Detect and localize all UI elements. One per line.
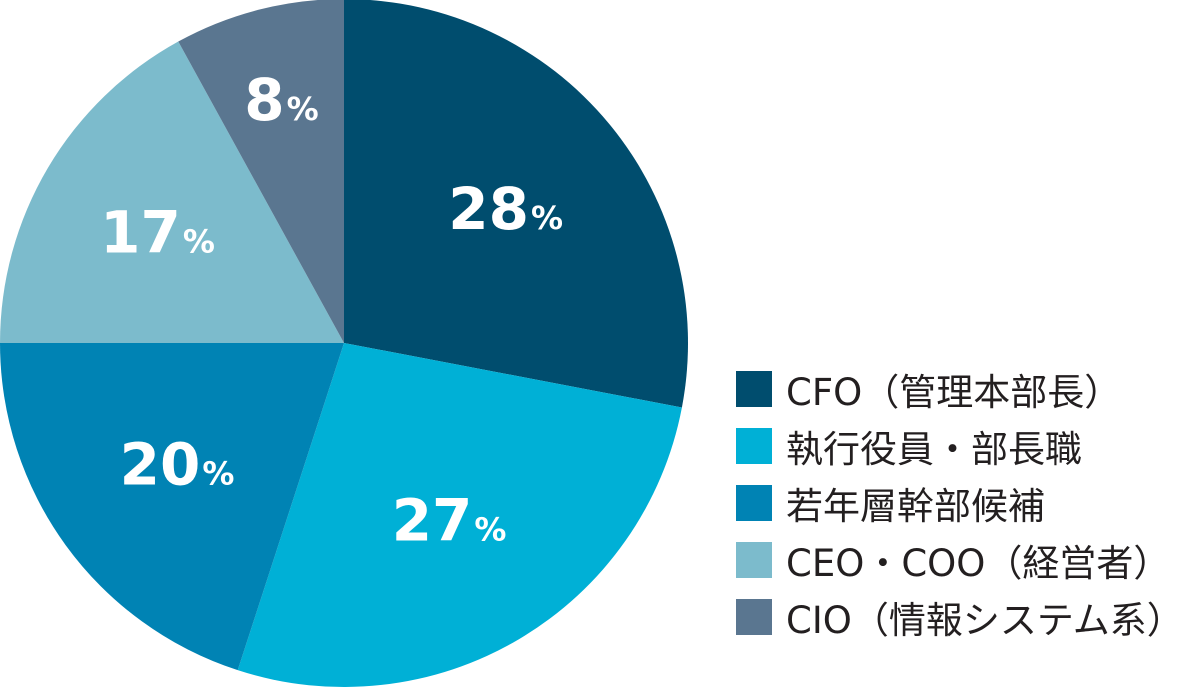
legend-swatch [736, 598, 772, 635]
data-label-cfo: 28% [448, 175, 563, 243]
data-label-value: 17 [100, 199, 181, 267]
data-label-unit: % [531, 199, 563, 237]
legend: CFO（管理本部長） 執行役員・部長職 若年層幹部候補 CEO・COO（経営者）… [736, 360, 1200, 645]
pie-slice-ceo-coo [0, 41, 344, 344]
data-label-cio: 8% [244, 66, 318, 134]
data-label-value: 8 [244, 66, 284, 134]
legend-label: CEO・COO（経営者） [786, 541, 1171, 585]
data-label-executive: 27% [392, 487, 507, 555]
legend-label: CFO（管理本部長） [786, 370, 1122, 414]
data-label-unit: % [202, 454, 234, 492]
data-label-ceo-coo: 17% [100, 199, 215, 267]
pie-slice-young-executive [0, 343, 344, 671]
legend-swatch [736, 484, 772, 521]
legend-item-young-executive: 若年層幹部候補 [736, 474, 1200, 531]
pie-data-labels: 28%27%20%17%8% [100, 66, 563, 555]
legend-swatch [736, 541, 772, 578]
data-label-young-executive: 20% [120, 430, 235, 498]
pie-slice-executive [237, 343, 682, 687]
legend-item-ceo-coo: CEO・COO（経営者） [736, 531, 1200, 588]
data-label-value: 27 [392, 487, 473, 555]
legend-label: 若年層幹部候補 [786, 484, 1045, 528]
legend-item-cio: CIO（情報システム系） [736, 588, 1200, 645]
legend-swatch [736, 427, 772, 464]
data-label-unit: % [287, 90, 319, 128]
legend-label: CIO（情報システム系） [786, 598, 1184, 642]
pie-slice-cio [178, 0, 344, 343]
pie-slices [0, 0, 688, 687]
pie-slice-cfo [344, 0, 688, 408]
data-label-value: 28 [448, 175, 529, 243]
legend-item-executive: 執行役員・部長職 [736, 417, 1200, 474]
legend-label: 執行役員・部長職 [786, 427, 1082, 471]
data-label-unit: % [474, 511, 506, 549]
legend-item-cfo: CFO（管理本部長） [736, 360, 1200, 417]
data-label-unit: % [183, 223, 215, 261]
data-label-value: 20 [120, 430, 201, 498]
legend-swatch [736, 370, 772, 407]
